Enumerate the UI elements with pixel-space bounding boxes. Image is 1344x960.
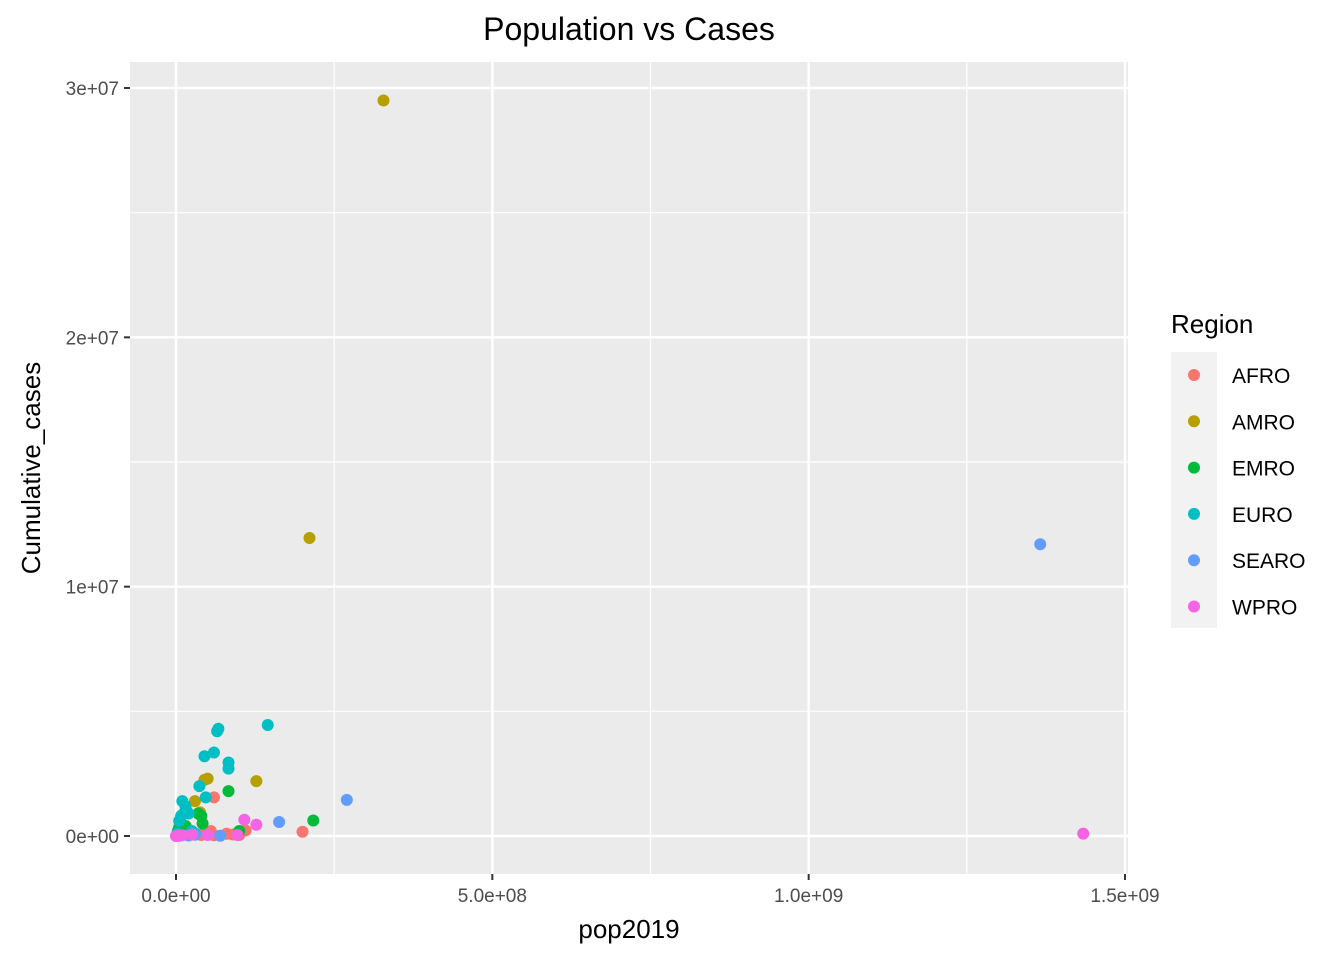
point-emro [222, 785, 235, 798]
point-wpro [201, 829, 214, 842]
x-axis-title: pop2019 [578, 914, 679, 944]
point-euro [193, 780, 206, 793]
x-tick-label: 1.5e+09 [1090, 886, 1159, 907]
legend-label-searo: SEARO [1232, 550, 1306, 573]
point-amro [377, 94, 390, 107]
legend-title: Region [1171, 309, 1253, 339]
grid-minor [130, 62, 1128, 874]
legend-label-afro: AFRO [1232, 365, 1290, 388]
y-axis-ticks: 0e+00 1e+07 2e+07 3e+07 [66, 79, 130, 848]
legend-label-amro: AMRO [1232, 411, 1295, 434]
legend-key-euro [1188, 507, 1200, 520]
point-euro [212, 722, 225, 735]
point-euro [199, 791, 212, 804]
point-wpro [176, 829, 189, 842]
legend-label-emro: EMRO [1232, 458, 1295, 481]
legend-key-background [1171, 352, 1217, 628]
y-tick-label: 2e+07 [66, 328, 119, 349]
point-wpro [185, 828, 198, 841]
grid-major [130, 62, 1128, 874]
x-axis-ticks: 0.0e+00 5.0e+08 1.0e+09 1.5e+09 [141, 874, 1160, 907]
point-searo [214, 829, 227, 842]
legend-key-searo [1188, 554, 1200, 567]
point-amro [250, 775, 263, 788]
point-searo [1034, 538, 1047, 551]
point-afro [207, 791, 220, 804]
point-euro [198, 750, 211, 763]
point-wpro [250, 818, 263, 831]
point-searo [273, 816, 286, 829]
point-emro [307, 814, 320, 827]
x-tick-label: 5.0e+08 [458, 886, 527, 907]
point-amro [188, 795, 201, 808]
point-wpro [231, 829, 244, 842]
legend-label-wpro: WPRO [1232, 597, 1297, 620]
x-tick-label: 0.0e+00 [141, 886, 210, 907]
point-afro [296, 825, 309, 838]
point-amro [303, 532, 316, 545]
point-euro [222, 756, 235, 769]
y-tick-label: 3e+07 [66, 79, 119, 100]
point-emro [196, 817, 209, 830]
point-amro [201, 772, 214, 785]
plot-panel [130, 62, 1128, 874]
data-points [170, 94, 1090, 842]
legend: AFRO AMRO EMRO EURO SEARO WPRO [1188, 365, 1306, 620]
legend-key-wpro [1188, 600, 1200, 613]
legend-label-euro: EURO [1232, 504, 1293, 527]
point-wpro [238, 813, 251, 826]
legend-key-emro [1188, 461, 1200, 474]
legend-key-amro [1188, 415, 1200, 428]
point-searo [340, 793, 353, 806]
point-wpro [1077, 827, 1090, 840]
point-euro [261, 719, 274, 732]
legend-key-afro [1188, 369, 1200, 381]
y-tick-label: 1e+07 [66, 578, 119, 599]
x-tick-label: 1.0e+09 [774, 886, 843, 907]
y-axis-title: Cumulative_cases [16, 362, 46, 574]
chart-title: Population vs Cases [483, 11, 775, 47]
point-euro [207, 746, 220, 759]
y-tick-label: 0e+00 [66, 827, 119, 848]
point-euro [182, 807, 195, 820]
